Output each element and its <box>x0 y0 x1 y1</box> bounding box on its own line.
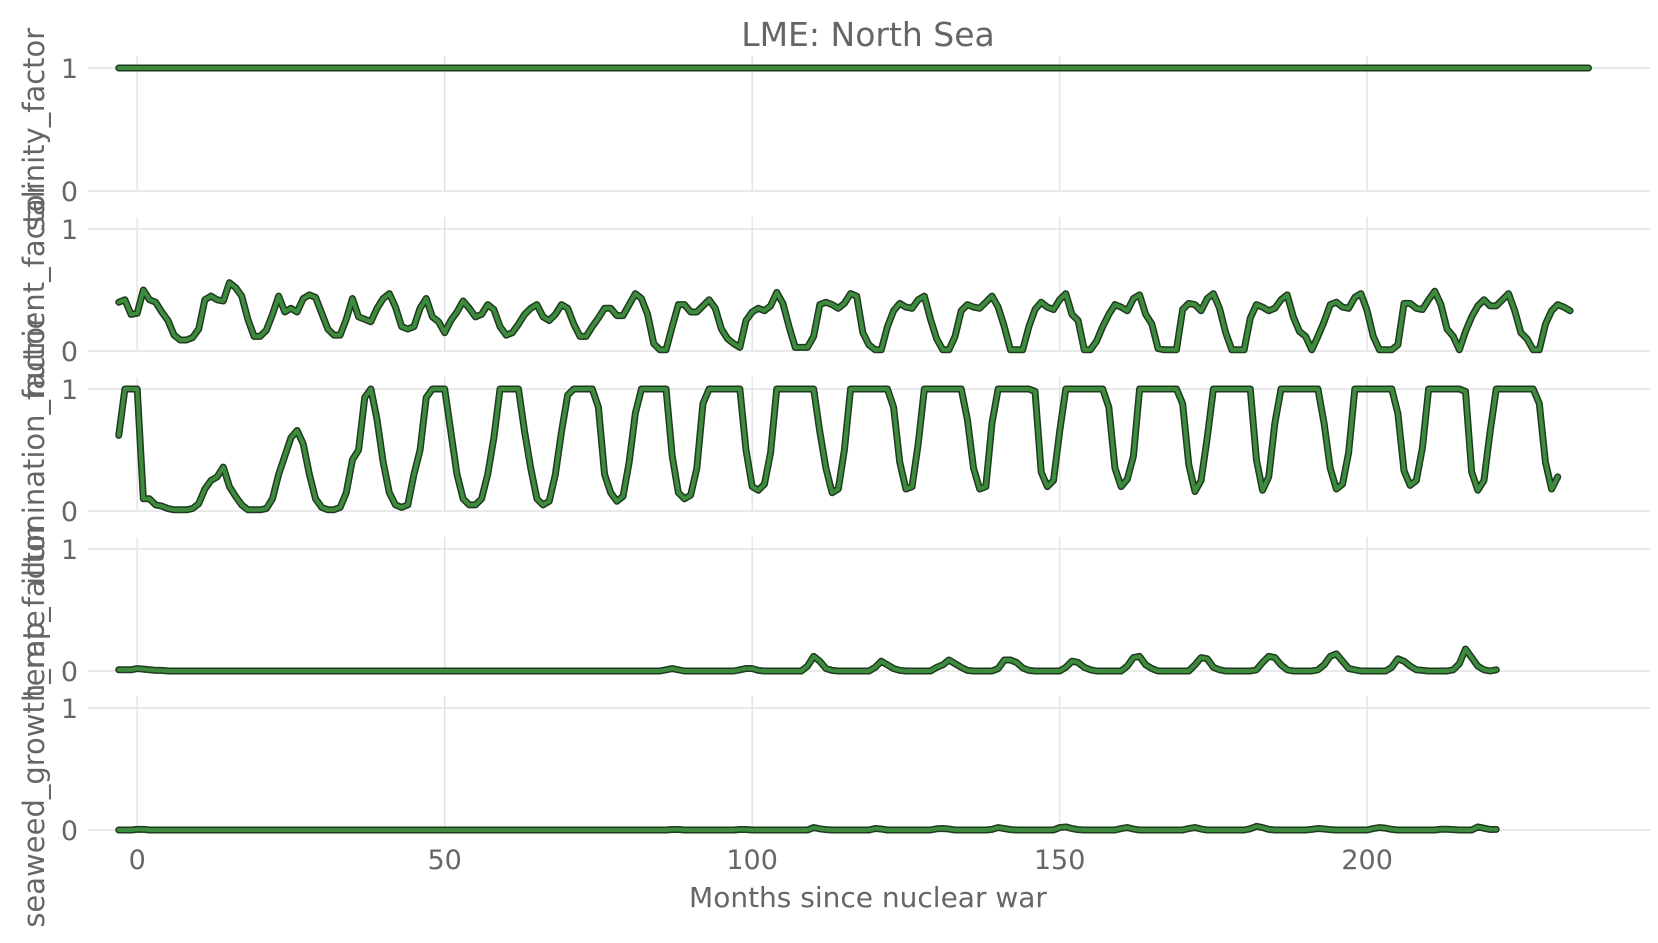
chart-title: LME: North Sea <box>741 15 995 54</box>
y-axis-label: nutrient_factor <box>17 182 51 397</box>
y-tick-label: 1 <box>61 694 78 725</box>
y-axis-label: illumination_factor <box>17 315 51 585</box>
y-tick-label: 1 <box>61 375 78 406</box>
y-tick-label: 1 <box>61 535 78 566</box>
series-line-temp_factor <box>116 647 1499 673</box>
panel-illumination_factor: 0 1 illumination_factor <box>17 315 1650 585</box>
x-tick-label: 200 <box>1341 845 1393 876</box>
y-tick-label: 1 <box>61 215 78 246</box>
y-tick-label: 0 <box>61 497 78 528</box>
y-axis-label: temp_factor <box>17 522 51 697</box>
series-line-nutrient_factor <box>116 280 1573 352</box>
panel-salinity_factor: 0 1 salinity_factor <box>17 28 1650 232</box>
panel-group: 0 1 salinity_factor 0 1 nutrient_factor 0 1 illu… <box>17 28 1650 928</box>
series-line-seaweed_growth_rate <box>116 824 1499 832</box>
y-tick-label: 0 <box>61 816 78 847</box>
y-tick-label: 0 <box>61 337 78 368</box>
panel-nutrient_factor: 0 1 nutrient_factor <box>17 182 1650 398</box>
y-tick-label: 0 <box>61 177 78 208</box>
y-axis-label: salinity_factor <box>17 28 51 232</box>
x-tick-label: 150 <box>1034 845 1086 876</box>
series-line-outline <box>115 385 1562 514</box>
x-tick-label: 50 <box>427 845 461 876</box>
y-tick-label: 0 <box>61 657 78 688</box>
series-line-illumination_factor <box>116 387 1560 512</box>
y-tick-label: 1 <box>61 54 78 85</box>
x-axis-tick-labels: 0 50 100 150 200 <box>129 845 1393 876</box>
panel-temp_factor: 0 1 temp_factor <box>17 522 1650 698</box>
x-axis-label: Months since nuclear war <box>689 881 1047 914</box>
y-axis-label: seaweed_growth_rate <box>17 610 51 927</box>
panel-seaweed_growth_rate: 0 1 seaweed_growth_rate <box>17 610 1650 928</box>
x-tick-label: 0 <box>129 845 146 876</box>
x-tick-label: 100 <box>726 845 778 876</box>
series-line-outline <box>115 279 1574 354</box>
